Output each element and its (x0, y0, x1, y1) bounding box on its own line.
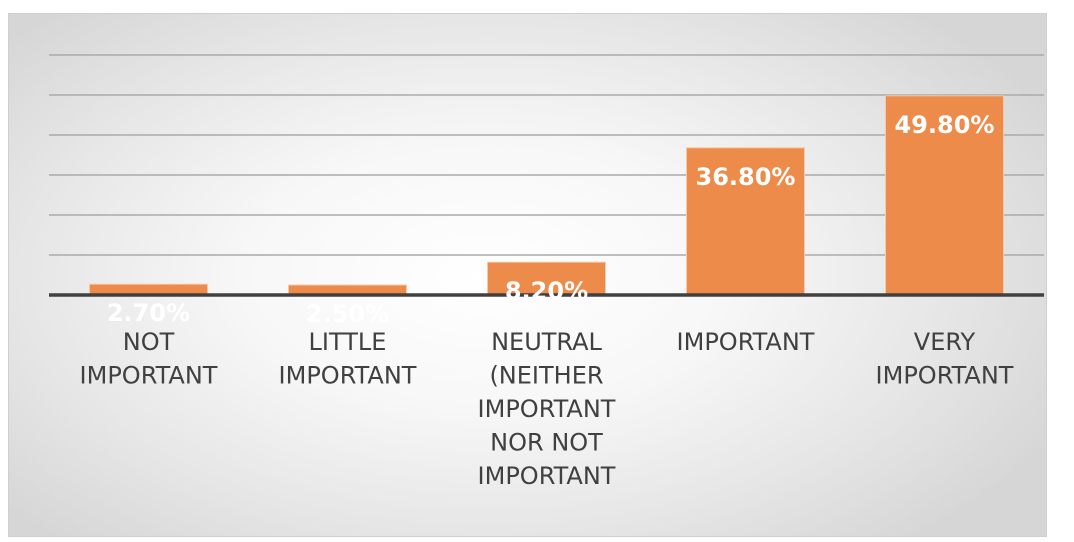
category-label-line: NOT (123, 328, 175, 356)
category-label-line: IMPORTANT (478, 462, 616, 490)
category-label-line: LITTLE (309, 328, 387, 356)
bars (89, 95, 1004, 296)
bar (885, 95, 1004, 296)
data-label: 2.70% (107, 299, 190, 327)
category-label-line: IMPORTANT (677, 328, 815, 356)
category-label: NEUTRAL (NEITHER IMPORTANT NOR NOT IMPORTANT (478, 328, 616, 490)
category-label: IMPORTANT (677, 328, 815, 356)
category-label-line: (NEITHER (489, 362, 603, 390)
category-label-line: NOR NOT (490, 429, 603, 457)
category-label-line: IMPORTANT (279, 362, 417, 390)
category-label-line: NEUTRAL (491, 328, 602, 356)
category-label-line: VERY (914, 328, 976, 356)
category-label: LITTLE IMPORTANT (279, 328, 417, 390)
data-label: 2.50% (306, 300, 389, 328)
data-label: 8.20% (505, 277, 588, 305)
category-label: VERY IMPORTANT (876, 328, 1014, 390)
bar (686, 147, 805, 296)
category-label-line: IMPORTANT (876, 362, 1014, 390)
data-label: 36.80% (696, 163, 796, 191)
gridlines (49, 54, 1044, 256)
category-label: NOT IMPORTANT (80, 328, 218, 390)
category-label-line: IMPORTANT (478, 395, 616, 423)
category-label-line: IMPORTANT (80, 362, 218, 390)
data-label: 49.80% (895, 111, 995, 139)
data-labels: 2.70% 2.50% 8.20% 36.80% 49.80% (107, 111, 995, 328)
category-labels: NOT IMPORTANT LITTLE IMPORTANT NEUTRAL (NEITH… (80, 328, 1014, 490)
